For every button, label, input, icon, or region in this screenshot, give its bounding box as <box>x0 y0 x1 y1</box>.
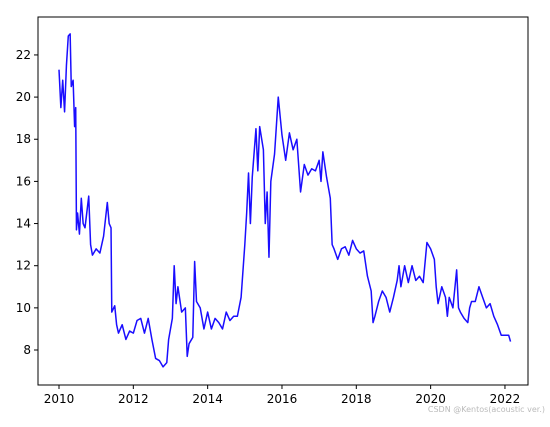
watermark: CSDN @Kentos(acoustic ver.) <box>428 405 545 414</box>
x-tick-label: 2018 <box>341 392 372 406</box>
y-tick-label: 18 <box>16 132 31 146</box>
axes-frame <box>37 16 529 386</box>
y-tick-label: 16 <box>16 174 31 188</box>
y-tick-label: 20 <box>16 90 31 104</box>
y-tick-label: 12 <box>16 259 31 273</box>
y-tick-label: 14 <box>16 217 31 231</box>
x-tick-label: 2016 <box>267 392 298 406</box>
x-tick-label: 2010 <box>44 392 75 406</box>
x-tick-label: 2022 <box>490 392 521 406</box>
x-tick-label: 2014 <box>192 392 223 406</box>
line <box>58 33 512 368</box>
x-tick-label: 2012 <box>118 392 149 406</box>
y-tick-label: 8 <box>23 343 31 357</box>
x-tick-label: 2020 <box>415 392 446 406</box>
y-tick-label: 22 <box>16 48 31 62</box>
y-tick-label: 10 <box>16 301 31 315</box>
